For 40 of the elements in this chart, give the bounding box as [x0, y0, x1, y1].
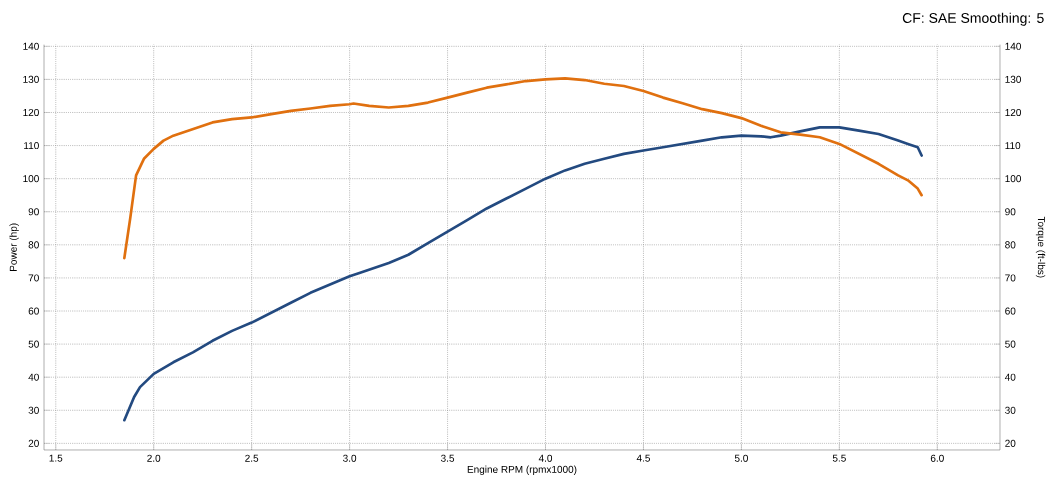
x-tick-label: 4.0: [538, 454, 553, 462]
y-tick-label: 110: [24, 142, 39, 150]
y2-tick-label: 140: [1005, 42, 1021, 50]
y-tick-label: 60: [28, 307, 39, 315]
y-tick-label: 30: [28, 406, 39, 414]
x-tick-label: 3.0: [343, 454, 357, 462]
x-tick-label: 6.0: [930, 454, 944, 462]
y2-tick-label: 20: [1005, 439, 1016, 447]
y2-tick-label: 110: [1005, 142, 1021, 150]
y-tick-label: 130: [23, 75, 39, 83]
x-tick-label: 3.5: [440, 454, 455, 462]
y2-tick-label: 40: [1004, 373, 1016, 381]
y-tick-label: 70: [28, 274, 39, 282]
y-tick-label: 120: [23, 108, 39, 117]
y2-tick-label: 130: [1005, 75, 1021, 83]
y2-tick-label: 80: [1005, 241, 1016, 249]
text: CF: SAE Smoothing: 5: [902, 12, 1044, 26]
y2-tick-label: 50: [1005, 340, 1016, 348]
x-tick-label: 2.0: [147, 454, 161, 462]
y2-tick-label: 120: [1005, 108, 1021, 117]
x-tick-label: 1.5: [49, 454, 63, 462]
x-tick-label: 5.5: [832, 454, 846, 462]
y2-tick-label: 100: [1005, 175, 1021, 183]
y-tick-label: 40: [28, 373, 39, 381]
x-tick-label: 2.5: [245, 454, 259, 462]
y2-tick-label: 30: [1005, 406, 1016, 414]
y-tick-label: 90: [28, 208, 39, 216]
y2-axis-title: Torque (ft-lbs): [1035, 216, 1046, 278]
x-tick-label: 4.5: [636, 454, 650, 462]
y-tick-label: 20: [28, 439, 39, 447]
y2-tick-label: 90: [1005, 208, 1016, 216]
y-tick-label: 80: [28, 241, 39, 249]
x-tick-label: 5.0: [734, 454, 748, 462]
y-tick-label: 100: [23, 175, 39, 183]
y2-tick-label: 60: [1005, 307, 1016, 315]
y2-tick-label: 70: [1005, 274, 1016, 282]
x-axis-title: Engine RPM (rpmx1000): [467, 465, 577, 475]
y-tick-label: 140: [23, 42, 39, 50]
y-tick-label: 50: [28, 340, 39, 348]
y-axis-title: Power (hp): [9, 223, 19, 271]
